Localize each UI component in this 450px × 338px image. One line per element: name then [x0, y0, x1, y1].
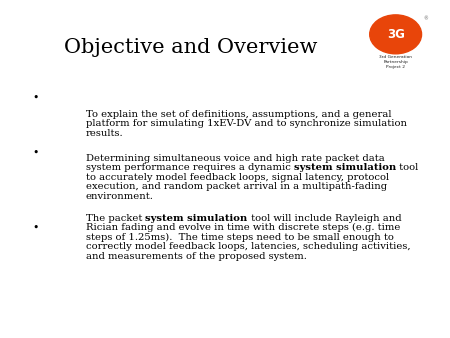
- Text: execution, and random packet arrival in a multipath-fading: execution, and random packet arrival in …: [86, 182, 387, 191]
- Text: tool will include Rayleigh and: tool will include Rayleigh and: [248, 214, 401, 223]
- Text: platform for simulating 1xEV-DV and to synchronize simulation: platform for simulating 1xEV-DV and to s…: [86, 119, 407, 128]
- Text: •: •: [33, 222, 39, 233]
- Text: system performance requires a dynamic: system performance requires a dynamic: [86, 163, 294, 172]
- Text: Rician fading and evolve in time with discrete steps (e.g. time: Rician fading and evolve in time with di…: [86, 223, 400, 232]
- Text: The packet: The packet: [86, 214, 145, 223]
- Text: environment.: environment.: [86, 192, 154, 201]
- Text: •: •: [33, 93, 39, 103]
- Text: Determining simultaneous voice and high rate packet data: Determining simultaneous voice and high …: [86, 154, 385, 163]
- Text: tool: tool: [396, 163, 418, 172]
- Text: Objective and Overview: Objective and Overview: [64, 38, 317, 56]
- Text: 3G: 3G: [387, 28, 405, 41]
- Text: correctly model feedback loops, latencies, scheduling activities,: correctly model feedback loops, latencie…: [86, 242, 410, 251]
- Text: system simulation: system simulation: [294, 163, 396, 172]
- Text: and measurements of the proposed system.: and measurements of the proposed system.: [86, 251, 307, 261]
- Text: system simulation: system simulation: [145, 214, 248, 223]
- Circle shape: [370, 15, 422, 54]
- Text: to accurately model feedback loops, signal latency, protocol: to accurately model feedback loops, sign…: [86, 173, 389, 182]
- Text: ®: ®: [424, 17, 428, 22]
- Text: results.: results.: [86, 128, 123, 138]
- Text: •: •: [33, 148, 39, 158]
- Text: To explain the set of definitions, assumptions, and a general: To explain the set of definitions, assum…: [86, 110, 392, 119]
- Text: 3rd Generation
Partnership
Project 2: 3rd Generation Partnership Project 2: [379, 55, 412, 69]
- Text: steps of 1.25ms).  The time steps need to be small enough to: steps of 1.25ms). The time steps need to…: [86, 233, 394, 242]
